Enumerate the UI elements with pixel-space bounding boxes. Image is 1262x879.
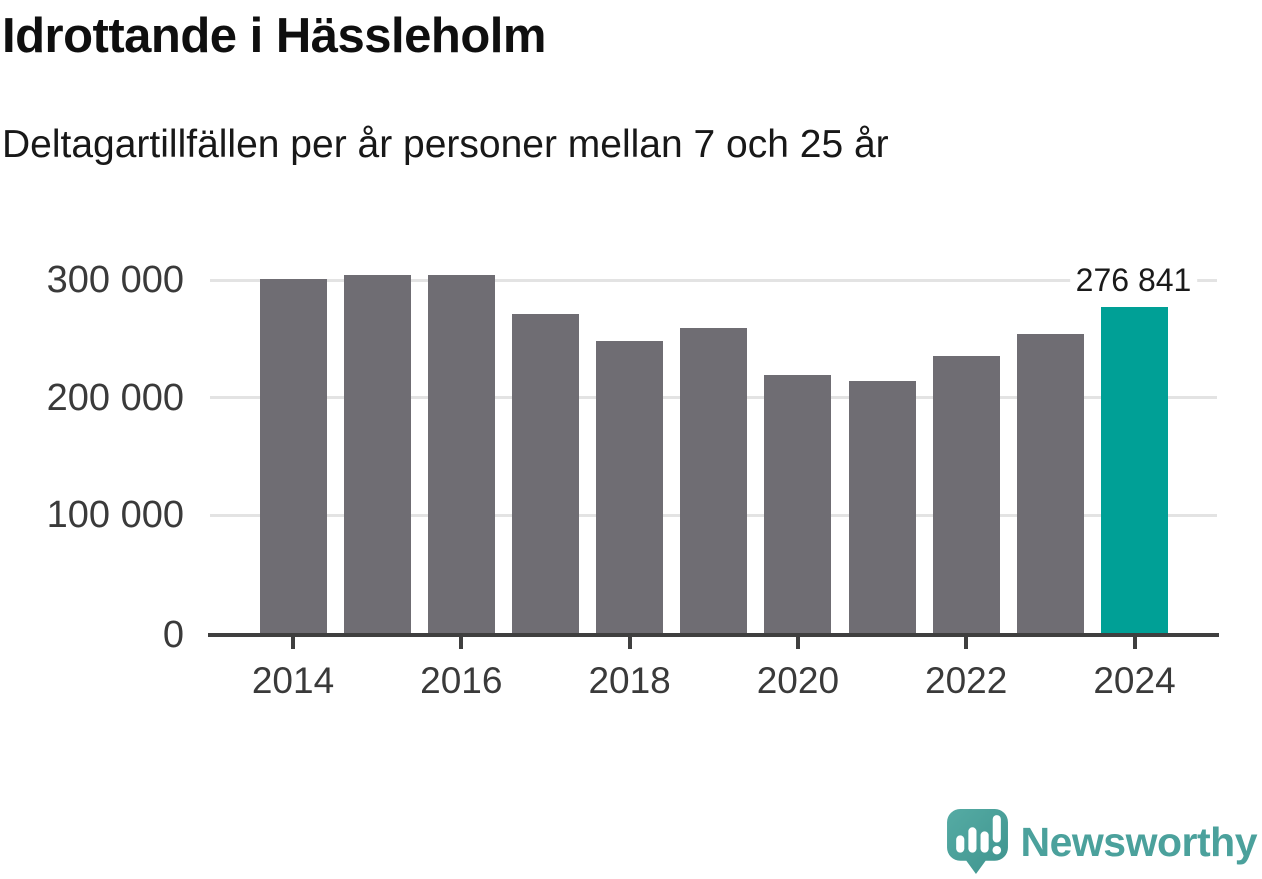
newsworthy-logo-icon (946, 809, 1008, 874)
x-axis-line (208, 633, 1219, 637)
bar-2018 (596, 341, 664, 633)
x-axis-label-2024: 2024 (1093, 660, 1176, 701)
y-axis-label-300000: 300 000 (46, 259, 184, 301)
bar-2023 (1016, 334, 1084, 633)
newsworthy-wordmark: Newsworthy (1020, 819, 1258, 865)
y-axis-label-200000: 200 000 (46, 376, 184, 419)
x-axis-label-2016: 2016 (420, 660, 503, 701)
chart-title: Idrottande i Hässleholm (2, 9, 546, 63)
x-axis-label-2022: 2022 (925, 660, 1008, 701)
bar-2020 (764, 375, 832, 633)
x-tick-2020 (795, 637, 800, 649)
bar-2021 (848, 381, 916, 633)
bar-2019 (680, 328, 748, 633)
gridline-300000 (210, 278, 1217, 282)
x-tick-2014 (291, 637, 295, 649)
x-tick-2016 (459, 637, 464, 649)
x-axis-label-2020: 2020 (756, 660, 840, 701)
highlight-value-label: 276 841 (1069, 261, 1198, 299)
x-axis-label-2018: 2018 (588, 660, 671, 701)
y-axis-label-100000: 100 000 (46, 494, 184, 537)
y-axis-label-0: 0 (162, 614, 184, 656)
newsworthy-branding: Newsworthy (946, 808, 1258, 876)
x-tick-2024 (1132, 637, 1137, 649)
chart-subtitle: Deltagartillfällen per år personer mella… (2, 123, 889, 166)
x-tick-2018 (627, 637, 632, 649)
x-axis-label-2014: 2014 (251, 660, 335, 701)
bar-2016 (427, 275, 495, 633)
bar-2024 (1101, 307, 1168, 633)
bar-2014 (259, 278, 327, 633)
bar-2022 (932, 356, 1000, 633)
bar-2017 (511, 314, 579, 633)
bar-2015 (343, 275, 411, 633)
x-tick-2022 (964, 637, 969, 649)
